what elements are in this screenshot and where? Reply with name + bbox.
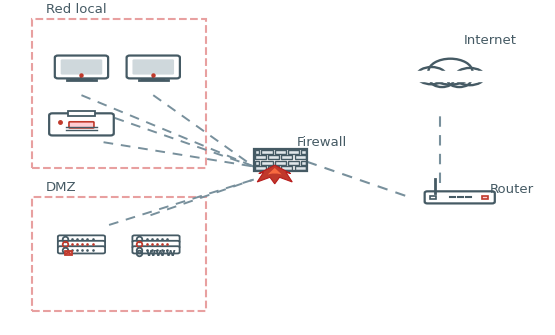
Text: Internet: Internet [463,34,517,47]
FancyBboxPatch shape [255,150,259,154]
FancyBboxPatch shape [60,59,102,75]
FancyBboxPatch shape [255,161,259,165]
FancyBboxPatch shape [295,166,306,171]
FancyBboxPatch shape [69,122,94,128]
Bar [415,71,488,81]
FancyBboxPatch shape [281,155,292,159]
FancyBboxPatch shape [295,155,306,159]
FancyBboxPatch shape [55,56,108,78]
FancyBboxPatch shape [268,155,279,159]
FancyBboxPatch shape [482,196,488,199]
Text: www: www [145,248,176,258]
FancyBboxPatch shape [133,241,180,248]
Polygon shape [268,168,282,175]
FancyBboxPatch shape [275,150,286,154]
Text: Firewall: Firewall [296,136,347,149]
Text: DMZ: DMZ [46,181,76,194]
FancyBboxPatch shape [288,161,299,165]
FancyBboxPatch shape [261,161,273,165]
FancyBboxPatch shape [49,113,114,135]
Text: Router: Router [490,183,534,196]
FancyBboxPatch shape [127,56,180,78]
Circle shape [455,68,485,85]
Circle shape [428,59,472,84]
Text: Red local: Red local [46,3,106,16]
FancyBboxPatch shape [133,59,174,75]
FancyBboxPatch shape [58,246,105,254]
FancyBboxPatch shape [301,161,306,165]
FancyBboxPatch shape [68,111,94,116]
Polygon shape [258,165,292,184]
FancyBboxPatch shape [255,155,266,159]
FancyBboxPatch shape [275,161,286,165]
FancyBboxPatch shape [58,236,105,243]
FancyBboxPatch shape [268,166,279,171]
FancyBboxPatch shape [281,166,292,171]
FancyBboxPatch shape [425,191,495,203]
FancyBboxPatch shape [133,246,180,254]
Circle shape [417,67,446,84]
FancyBboxPatch shape [261,150,273,154]
Circle shape [431,73,453,87]
FancyBboxPatch shape [58,241,105,248]
FancyBboxPatch shape [255,166,266,171]
FancyBboxPatch shape [430,196,436,199]
FancyBboxPatch shape [301,150,306,154]
FancyBboxPatch shape [288,150,299,154]
Circle shape [448,73,471,87]
Bar [254,149,307,171]
FancyBboxPatch shape [133,236,180,243]
FancyBboxPatch shape [65,251,72,255]
